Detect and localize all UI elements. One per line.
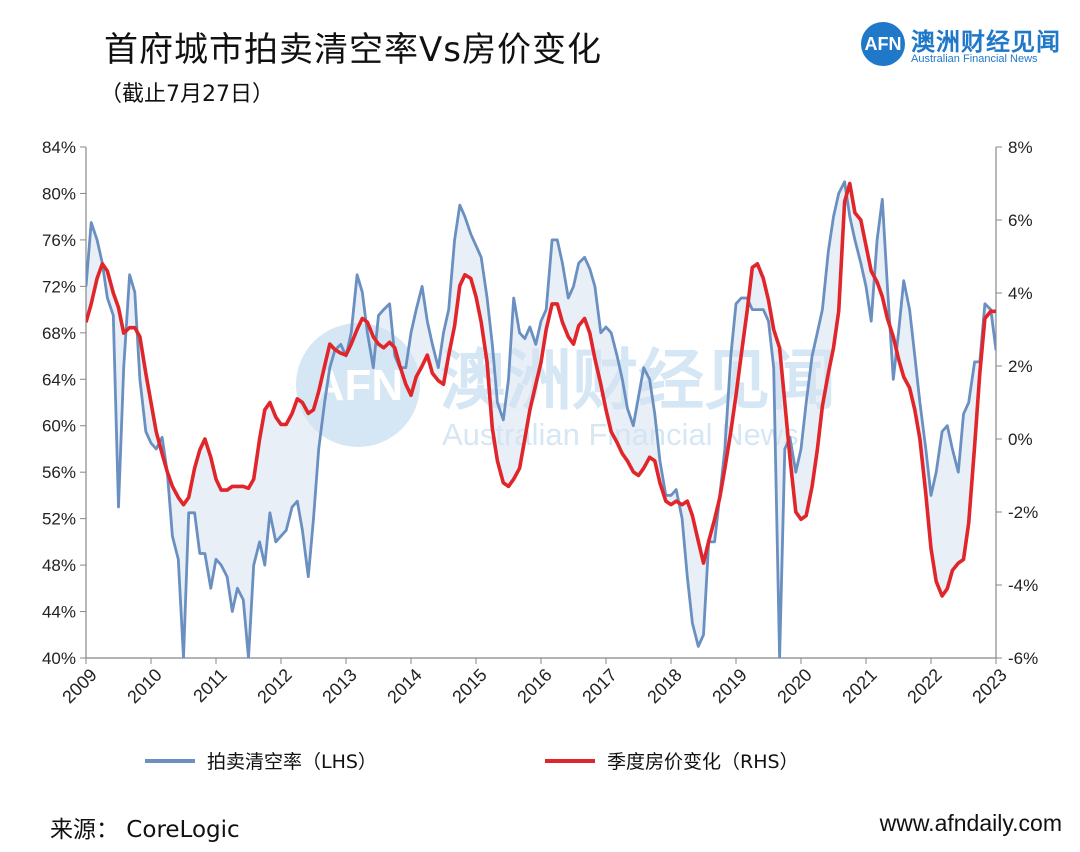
legend-price: 季度房价变化（RHS） xyxy=(545,747,799,774)
source-note: 来源： CoreLogic xyxy=(50,817,240,843)
brand-name-en: Australian Financial News xyxy=(911,53,1038,65)
left-tick-label: 64% xyxy=(42,370,76,389)
left-tick-label: 60% xyxy=(42,417,76,436)
series-auction-clearance-line xyxy=(86,180,996,658)
left-tick-label: 68% xyxy=(42,324,76,343)
website-link[interactable]: www.afndaily.com xyxy=(879,810,1062,836)
right-tick-label: 8% xyxy=(1008,138,1033,157)
right-tick-label: 4% xyxy=(1008,284,1033,303)
left-tick-label: 52% xyxy=(42,510,76,529)
x-tick-label: 2015 xyxy=(448,665,490,707)
right-tick-label: -4% xyxy=(1008,576,1038,595)
right-tick-label: -2% xyxy=(1008,503,1038,522)
x-tick-label: 2017 xyxy=(578,665,620,707)
afn-logo: AFN 澳洲财经见闻 Australian Financial News xyxy=(861,22,1061,72)
left-tick-label: 40% xyxy=(42,649,76,668)
legend-price-label: 季度房价变化（RHS） xyxy=(607,751,799,773)
x-tick-label: 2013 xyxy=(318,665,360,707)
x-tick-label: 2023 xyxy=(968,665,1010,707)
left-tick-label: 56% xyxy=(42,463,76,482)
x-tick-label: 2010 xyxy=(123,665,165,707)
right-tick-label: -6% xyxy=(1008,649,1038,668)
x-tick-label: 2009 xyxy=(58,665,100,707)
brand-name-cn: 澳洲财经见闻 xyxy=(911,28,1061,56)
left-tick-label: 72% xyxy=(42,277,76,296)
series-layer xyxy=(86,180,996,658)
left-tick-label: 76% xyxy=(42,231,76,250)
right-tick-label: 2% xyxy=(1008,357,1033,376)
left-tick-label: 48% xyxy=(42,556,76,575)
x-tick-label: 2016 xyxy=(513,665,555,707)
x-tick-label: 2020 xyxy=(773,665,815,707)
x-tick-label: 2021 xyxy=(838,665,880,707)
x-tick-label: 2012 xyxy=(253,665,295,707)
afn-logo-icon: AFN xyxy=(861,22,905,66)
right-tick-label: 6% xyxy=(1008,211,1033,230)
legend-auction-swatch xyxy=(145,758,195,763)
left-tick-label: 80% xyxy=(42,184,76,203)
right-tick-label: 0% xyxy=(1008,430,1033,449)
x-tick-label: 2011 xyxy=(189,665,231,707)
chart-title: 首府城市拍卖清空率Vs房价变化 xyxy=(104,30,602,70)
x-tick-label: 2022 xyxy=(903,665,945,707)
x-tick-label: 2014 xyxy=(383,665,425,707)
legend-price-swatch xyxy=(545,758,595,763)
left-tick-label: 84% xyxy=(42,138,76,157)
x-tick-label: 2019 xyxy=(708,665,750,707)
x-tick-label: 2018 xyxy=(643,665,685,707)
legend-auction: 拍卖清空率（LHS） xyxy=(145,747,377,774)
legend-auction-label: 拍卖清空率（LHS） xyxy=(207,751,377,773)
chart-subtitle: （截止7月27日） xyxy=(100,82,274,107)
series-house-price-line xyxy=(86,181,996,598)
left-tick-label: 44% xyxy=(42,603,76,622)
